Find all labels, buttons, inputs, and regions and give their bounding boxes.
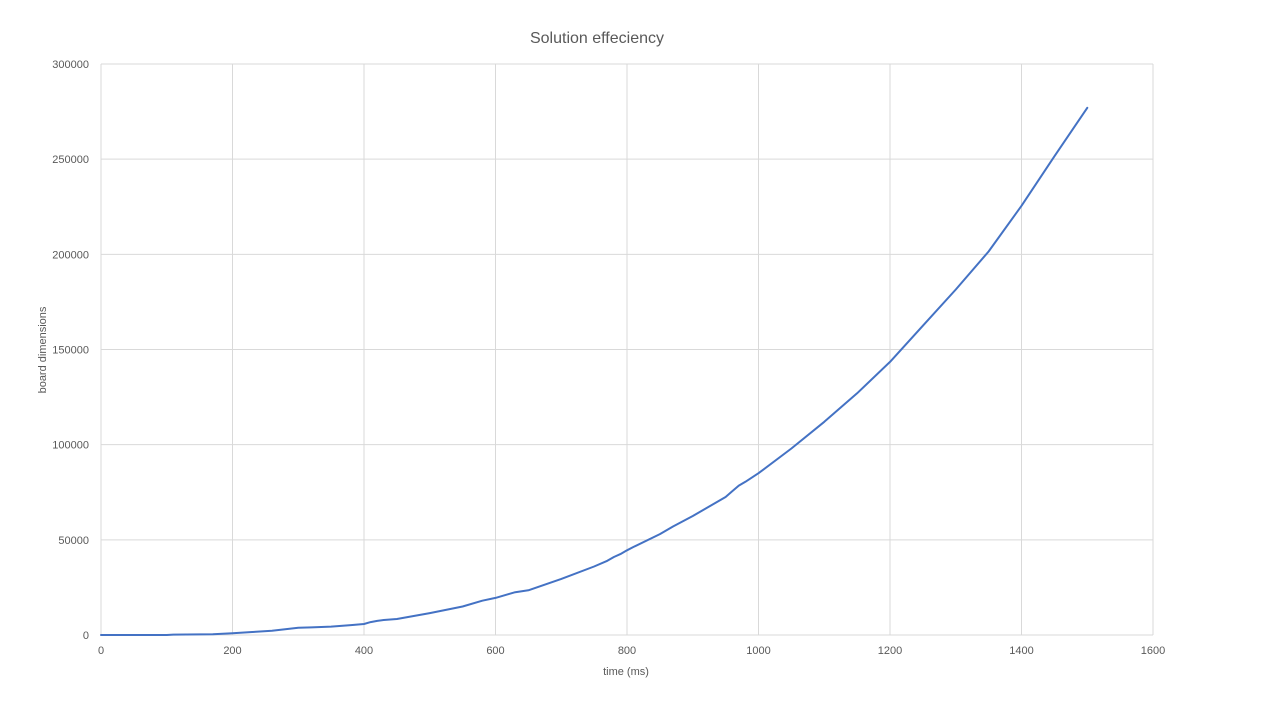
grid	[100, 63, 1154, 636]
y-axis-title: board dimensions	[37, 306, 49, 393]
x-tick-label: 1000	[746, 645, 770, 657]
y-tick-label: 200000	[52, 249, 89, 261]
y-tick-label: 0	[83, 630, 89, 642]
x-tick-label: 800	[618, 645, 636, 657]
x-tick-label: 400	[355, 645, 373, 657]
series-layer	[100, 106, 1089, 636]
chart-title: Solution effeciency	[530, 30, 664, 47]
x-tick-label: 200	[223, 645, 241, 657]
x-tick-label: 0	[98, 645, 104, 657]
y-tick-label: 150000	[52, 345, 89, 357]
y-tick-label: 300000	[52, 59, 89, 71]
tick-labels: 0 200 400 600 800 1000 1200 1400 1600 0 50000 10000…	[52, 59, 1165, 657]
x-tick-label: 1200	[878, 645, 902, 657]
x-tick-label: 600	[486, 645, 504, 657]
y-tick-label: 50000	[58, 535, 89, 547]
x-axis-title: time (ms)	[603, 666, 649, 678]
x-tick-label: 1400	[1009, 645, 1033, 657]
y-tick-label: 100000	[52, 440, 89, 452]
x-tick-label: 1600	[1141, 645, 1165, 657]
y-tick-label: 250000	[52, 154, 89, 166]
series-line	[100, 106, 1089, 636]
